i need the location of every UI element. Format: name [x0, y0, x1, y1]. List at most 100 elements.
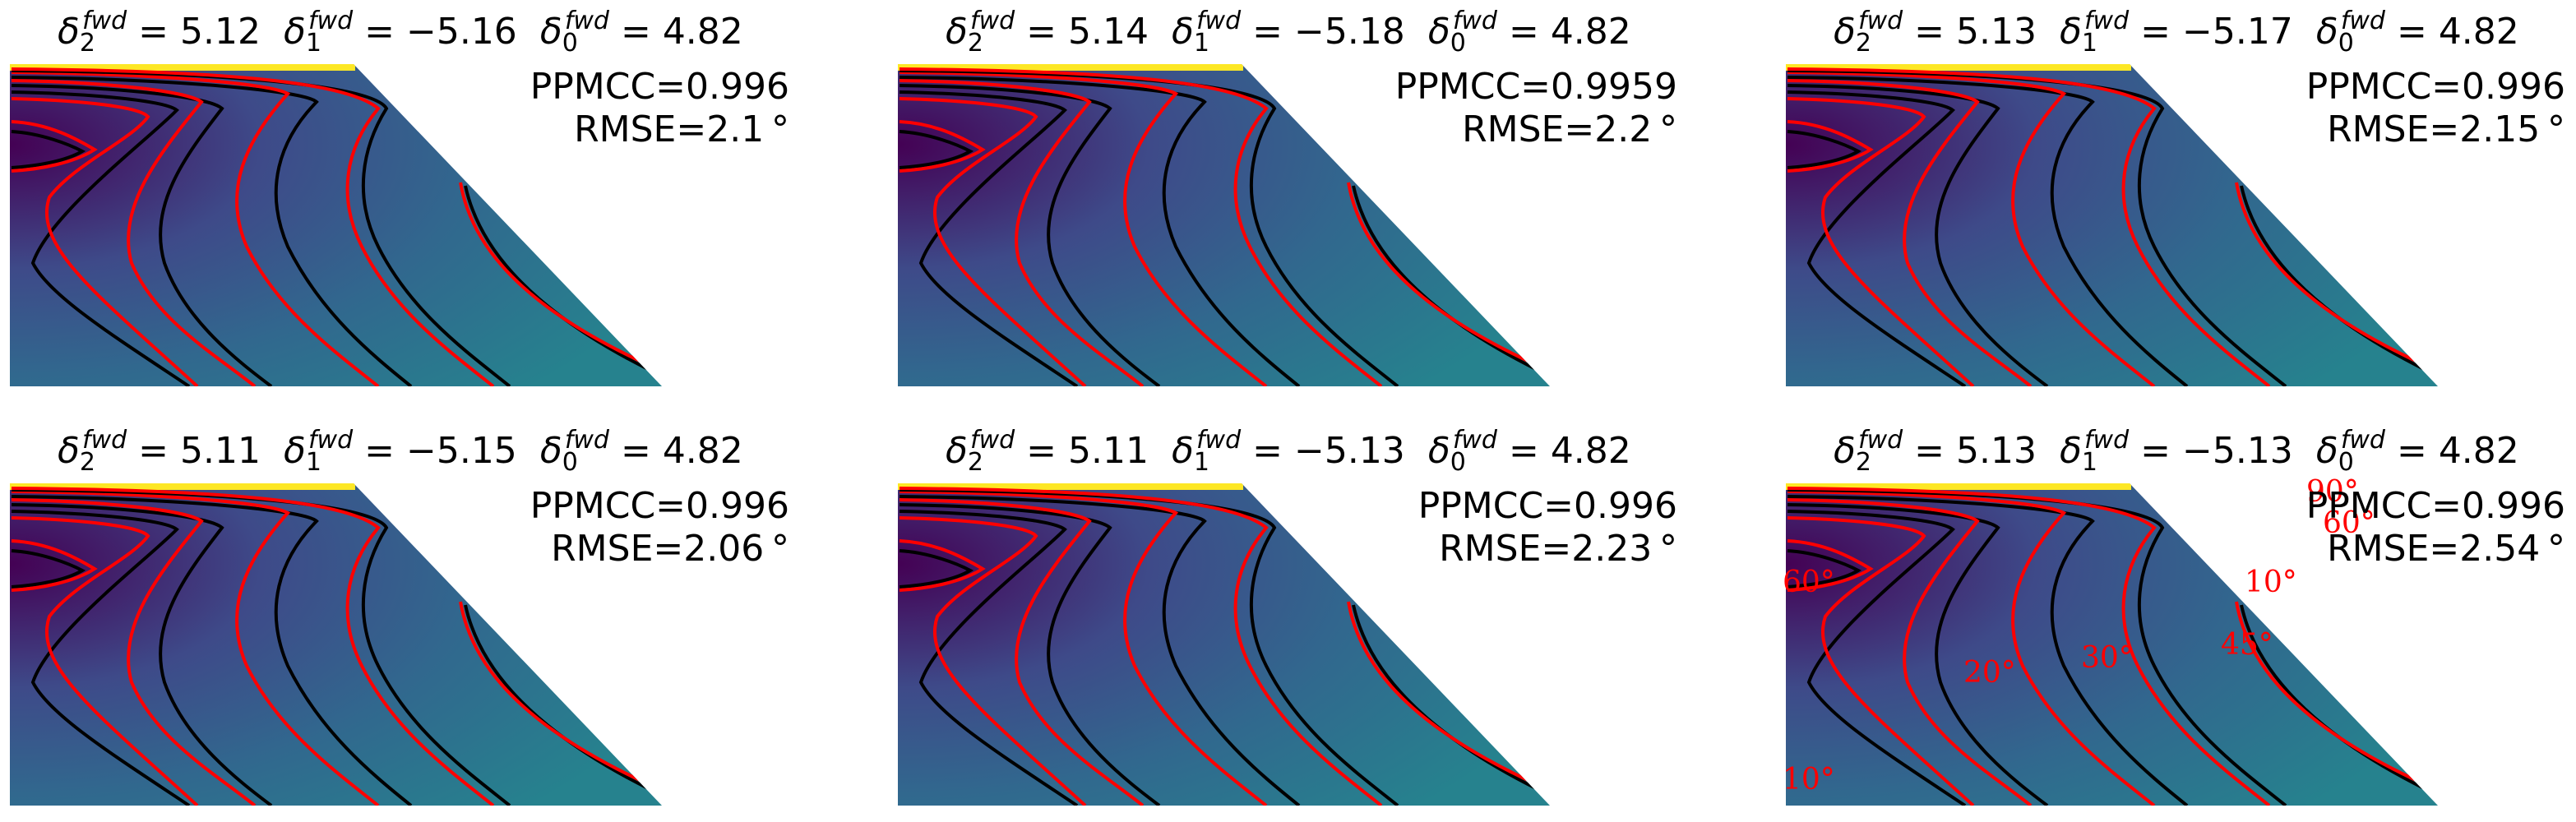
panel-title: δ2fwd = 5.13 δ1fwd = −5.13 δ0fwd = 4.82: [1834, 426, 2519, 477]
fit-contour: [11, 516, 199, 806]
fit-contour: [11, 498, 257, 806]
panel-2: δ2fwd = 5.14 δ1fwd = −5.18 δ0fwd = 4.82 …: [888, 0, 1743, 403]
reference-contour: [899, 503, 1161, 806]
fit-contour: [899, 487, 1383, 806]
contour-label: 20°: [1963, 656, 2016, 690]
contour-plot: [898, 483, 1550, 806]
delta1-value: −5.16: [405, 11, 517, 53]
rmse-value: RMSE=2.06 °: [551, 528, 789, 570]
delta0-value: 4.82: [1550, 11, 1631, 53]
reference-contour: [1787, 76, 2189, 386]
panel-title: δ2fwd = 5.11 δ1fwd = −5.15 δ0fwd = 4.82: [58, 426, 743, 477]
panel-title: δ2fwd = 5.11 δ1fwd = −5.13 δ0fwd = 4.82: [946, 426, 1631, 477]
fit-contour: [11, 67, 495, 386]
fit-contour: [1787, 120, 1874, 173]
rmse-value: RMSE=2.15 °: [2327, 109, 2565, 150]
reference-contour: [899, 130, 974, 169]
field-heatmap: [1786, 64, 2438, 386]
reference-contour: [899, 84, 1161, 386]
delta2-value: 5.12: [180, 11, 261, 53]
delta2-value: 5.11: [180, 430, 261, 472]
fit-contour: [11, 120, 98, 173]
reference-contour: [2240, 185, 2426, 372]
reference-contour: [11, 503, 273, 806]
ppmcc-value: PPMCC=0.996: [1417, 485, 1677, 527]
delta0-value: 4.82: [2438, 430, 2519, 472]
fit-contour: [899, 79, 1145, 386]
reference-contour: [2240, 604, 2426, 791]
fit-contour: [11, 487, 495, 806]
saturation-band: [1786, 64, 2131, 71]
contour-label: 45°: [2221, 628, 2273, 662]
fit-contour: [1787, 490, 2156, 806]
fit-stats: PPMCC=0.996 RMSE=2.54 °: [2306, 485, 2565, 570]
fit-contour: [899, 67, 1383, 386]
fit-contour: [899, 97, 1087, 386]
fit-contour: [899, 120, 986, 173]
contour-label: 30°: [2081, 641, 2134, 675]
reference-contour: [11, 76, 413, 386]
reference-contour: [899, 76, 1301, 386]
reference-contour: [1787, 84, 2049, 386]
fit-contour: [899, 498, 1145, 806]
delta1-value: −5.17: [2181, 11, 2293, 53]
reference-contour: [1787, 549, 1862, 589]
reference-contour: [899, 549, 974, 589]
fit-contour: [459, 182, 642, 363]
field-heatmap: [898, 64, 1550, 386]
reference-contour: [1352, 604, 1538, 791]
ppmcc-value: PPMCC=0.996: [530, 485, 789, 527]
contour-plot: [898, 64, 1550, 386]
delta1-value: −5.13: [2181, 430, 2293, 472]
fit-stats: PPMCC=0.996 RMSE=2.23 °: [1418, 485, 1677, 570]
delta1-value: −5.18: [1293, 11, 1405, 53]
fit-contour: [11, 539, 98, 592]
contour-label: 10°: [2245, 566, 2297, 599]
panel-title: δ2fwd = 5.12 δ1fwd = −5.16 δ0fwd = 4.82: [58, 7, 743, 58]
ppmcc-value: PPMCC=0.996: [2305, 485, 2565, 527]
panel-title: δ2fwd = 5.14 δ1fwd = −5.18 δ0fwd = 4.82: [946, 7, 1631, 58]
delta2-value: 5.13: [1956, 430, 2037, 472]
fit-stats: PPMCC=0.996 RMSE=2.15 °: [2306, 66, 2565, 151]
fit-contour: [1787, 498, 2033, 806]
fit-contour: [459, 601, 642, 783]
fit-contour: [1347, 601, 1530, 783]
reference-contour: [11, 84, 273, 386]
reference-contour: [464, 604, 650, 791]
fit-contour: [11, 79, 257, 386]
reference-contour: [11, 510, 191, 806]
panel-title: δ2fwd = 5.13 δ1fwd = −5.17 δ0fwd = 4.82: [1834, 7, 2519, 58]
field-heatmap: [10, 483, 662, 806]
fit-contour: [1787, 67, 2271, 386]
panel-5: δ2fwd = 5.11 δ1fwd = −5.13 δ0fwd = 4.82 …: [888, 419, 1743, 822]
fit-contour: [1787, 487, 2271, 806]
fit-contour: [1787, 71, 2156, 386]
saturation-band: [1786, 483, 2131, 490]
panel-1: δ2fwd = 5.12 δ1fwd = −5.16 δ0fwd = 4.82 …: [0, 0, 855, 403]
fit-contour: [1787, 97, 1975, 386]
contour-plot: 90°60°10°60°20° 30° 45°10°: [1783, 475, 2438, 806]
fit-contour: [1787, 79, 2033, 386]
ppmcc-value: PPMCC=0.996: [2305, 66, 2565, 108]
reference-contour: [11, 495, 413, 806]
contour-label: 90°: [2306, 475, 2359, 509]
panel-4: δ2fwd = 5.11 δ1fwd = −5.15 δ0fwd = 4.82 …: [0, 419, 855, 822]
fit-contour: [11, 71, 380, 386]
fit-contour: [11, 97, 199, 386]
rmse-value: RMSE=2.2 °: [1462, 109, 1677, 150]
field-heatmap: [1786, 483, 2438, 806]
delta0-value: 4.82: [662, 430, 743, 472]
reference-contour: [11, 90, 191, 386]
fit-contour: [899, 490, 1268, 806]
ppmcc-value: PPMCC=0.996: [530, 66, 789, 108]
contour-plot: [10, 483, 662, 806]
fit-contour: [899, 539, 986, 592]
reference-contour: [11, 130, 86, 169]
reference-contour: [899, 510, 1079, 806]
field-heatmap: [10, 64, 662, 386]
reference-contour: [11, 549, 86, 589]
contour-plot: [10, 64, 662, 386]
delta0-value: 4.82: [2438, 11, 2519, 53]
saturation-band: [898, 64, 1243, 71]
